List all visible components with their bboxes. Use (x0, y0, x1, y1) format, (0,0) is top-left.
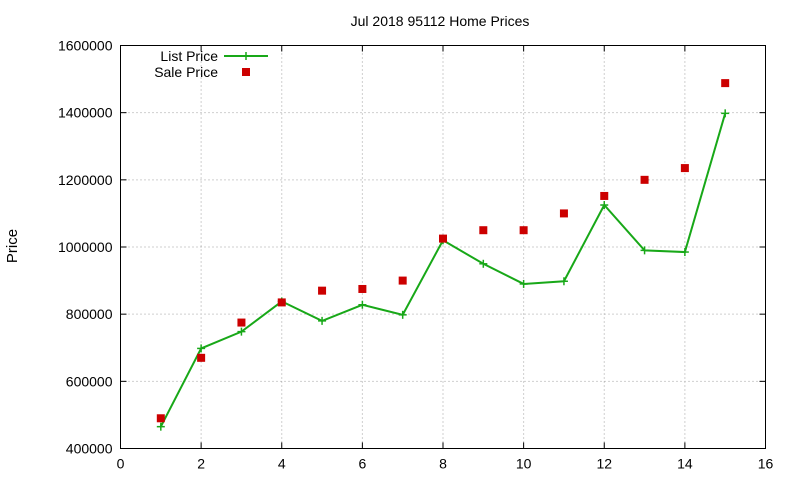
sale-price-point (197, 353, 206, 362)
legend-cross-swatch (242, 52, 250, 60)
sale-price-point (318, 286, 327, 295)
sale-price-point (600, 191, 609, 200)
list-price-point (721, 109, 730, 118)
y-axis-label: Price (4, 229, 21, 263)
list-price-point (519, 279, 528, 288)
list-price-point (680, 248, 689, 257)
sale-price-point (479, 226, 488, 235)
list-price-point (237, 327, 246, 336)
list-price-point (318, 316, 327, 325)
y-tick-label: 800000 (66, 306, 113, 322)
chart-title: Jul 2018 95112 Home Prices (351, 13, 530, 29)
list-price-point (559, 277, 568, 286)
list-price-point (640, 246, 649, 255)
series-sale-price (156, 79, 730, 423)
sale-price-point (640, 175, 649, 184)
list-price-point (479, 259, 488, 268)
list-price-point (600, 201, 609, 210)
legend-label: Sale Price (154, 64, 218, 80)
list-price-point (156, 422, 165, 431)
sale-price-point (559, 209, 568, 218)
x-tick-label: 8 (439, 456, 447, 472)
y-tick-label: 400000 (66, 441, 113, 457)
plot-frame (120, 45, 766, 449)
x-tick-label: 14 (677, 456, 693, 472)
list-price-point (197, 344, 206, 353)
sale-price-point (398, 276, 407, 285)
y-tick-label: 600000 (66, 373, 113, 389)
y-tick-label: 1200000 (58, 172, 113, 188)
list-price-point (358, 300, 367, 309)
x-tick-label: 10 (516, 456, 532, 472)
grid-lines (120, 45, 766, 449)
y-tick-label: 1000000 (58, 239, 113, 255)
x-tick-label: 6 (358, 456, 366, 472)
x-tick-label: 16 (758, 456, 774, 472)
axis-ticks: 0 2 4 6 8 10 12 14 16 400000 600000 800000 1000000 12… (58, 38, 774, 472)
series-layer (156, 79, 730, 431)
x-tick-label: 4 (278, 456, 286, 472)
sale-price-point (277, 298, 286, 307)
sale-price-point (358, 284, 367, 293)
sale-price-point (237, 318, 246, 327)
x-tick-label: 0 (117, 456, 125, 472)
y-tick-label: 1400000 (58, 105, 113, 121)
list-price-point (398, 310, 407, 319)
sale-price-point (680, 164, 689, 173)
sale-price-point (439, 234, 447, 243)
y-tick-label: 1600000 (58, 38, 113, 54)
x-tick-label: 2 (197, 456, 205, 472)
legend-label: List Price (160, 48, 218, 64)
x-tick-label: 12 (596, 456, 612, 472)
legend-square-swatch (242, 68, 250, 76)
sale-price-point (156, 414, 165, 423)
sale-price-point (721, 79, 730, 88)
sale-price-point (519, 226, 528, 235)
